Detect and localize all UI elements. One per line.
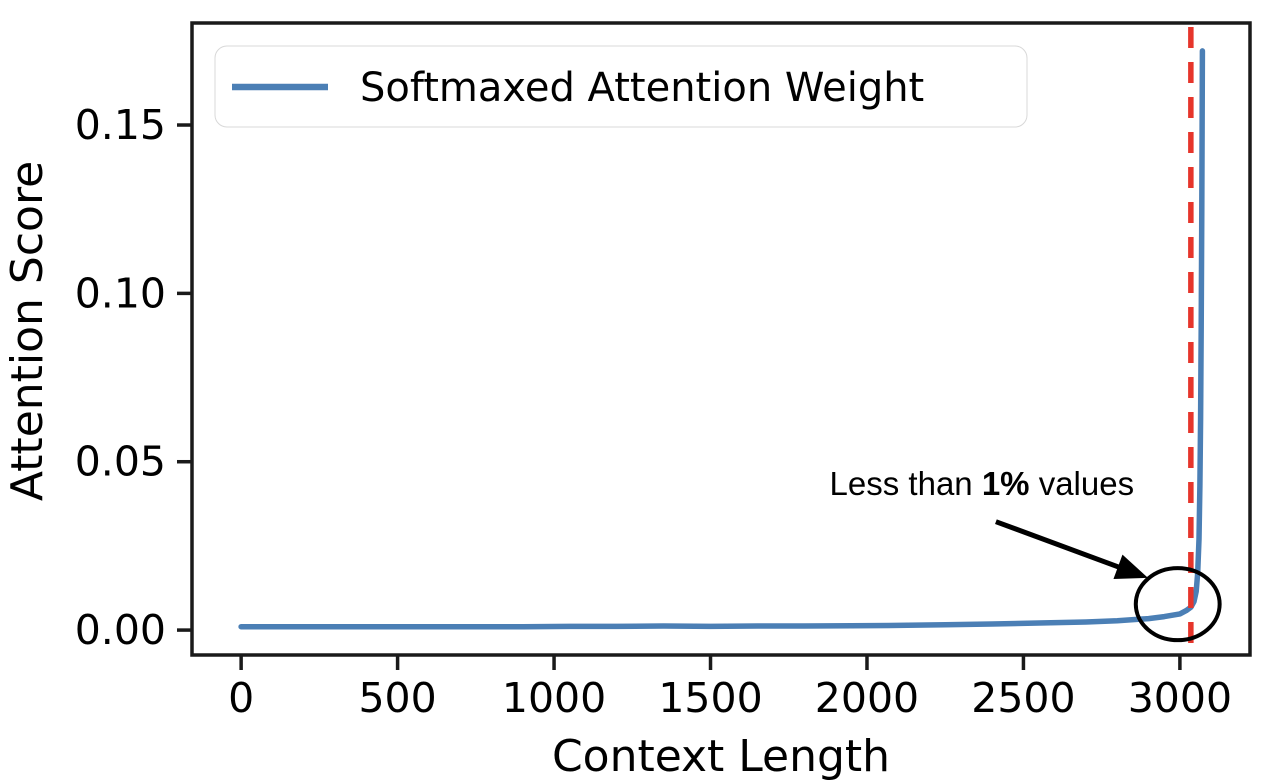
plot-area-border [190,21,1252,657]
attention-series-line [238,48,1206,630]
legend-box [214,45,1028,128]
legend-label: Softmaxed Attention Weight [360,65,924,111]
x-tick-label: 1500 [658,674,762,722]
x-axis-ticks: 0 500 1000 1500 2000 2500 3000 [228,655,1232,722]
annotation-text-bold: 1% [982,465,1030,502]
y-tick-label: 0.00 [75,606,166,654]
y-tick-label: 0.05 [75,438,166,486]
x-tick-label: 3000 [1128,674,1232,722]
annotation-text: Less than 1% values [830,465,1135,502]
annotation-arrow-line [995,519,1123,571]
y-tick-label: 0.15 [75,101,166,149]
x-tick-label: 500 [358,674,436,722]
x-tick-label: 1000 [502,674,606,722]
x-axis-label: Context Length [552,731,890,782]
annotation-arrow-head [1113,554,1148,579]
annotation-text-suffix: values [1030,465,1135,502]
highlight-circle [1133,566,1222,643]
x-tick-label: 2500 [971,674,1075,722]
x-tick-label: 2000 [815,674,919,722]
annotation-text-prefix: Less than [830,465,982,502]
y-axis-label: Attention Score [2,161,53,501]
y-tick-label: 0.10 [75,269,166,317]
legend: Softmaxed Attention Weight [214,45,1028,128]
x-tick-label: 0 [228,674,254,722]
y-axis-ticks: 0.00 0.05 0.10 0.15 [75,101,192,654]
